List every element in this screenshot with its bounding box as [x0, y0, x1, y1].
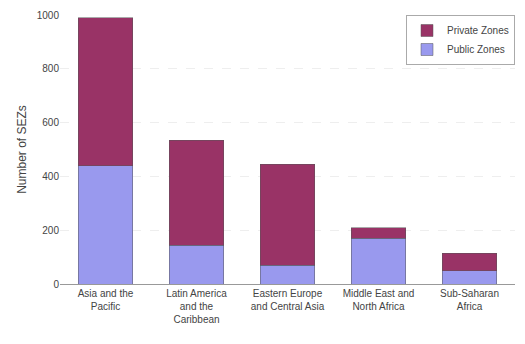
svg-text:600: 600	[42, 117, 59, 128]
svg-text:Sub-SaharanAfrica: Sub-SaharanAfrica	[440, 288, 499, 312]
svg-text:Eastern Europeand Central Asia: Eastern Europeand Central Asia	[251, 288, 325, 312]
svg-text:Number of SEZs: Number of SEZs	[15, 105, 29, 194]
svg-text:0: 0	[53, 279, 59, 290]
svg-text:Middle East andNorth Africa: Middle East andNorth Africa	[343, 288, 415, 312]
svg-text:800: 800	[42, 63, 59, 74]
svg-text:400: 400	[42, 171, 59, 182]
svg-text:Latin Americaand theCaribbean: Latin Americaand theCaribbean	[166, 288, 227, 325]
svg-text:Asia and thePacific: Asia and thePacific	[78, 288, 134, 312]
svg-text:Public Zones: Public Zones	[447, 44, 505, 55]
svg-text:1000: 1000	[37, 10, 60, 21]
svg-text:Private Zones: Private Zones	[447, 25, 509, 36]
svg-text:200: 200	[42, 225, 59, 236]
